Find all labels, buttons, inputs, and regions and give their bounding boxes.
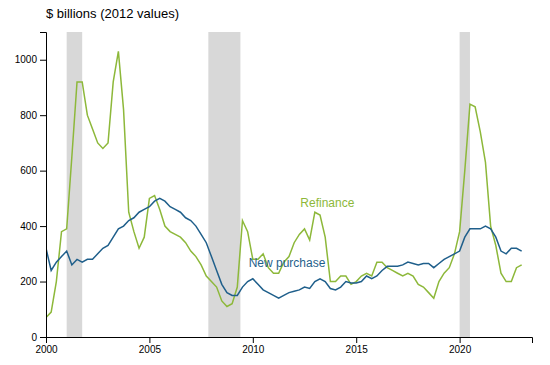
tick: 200	[20, 276, 46, 287]
tick-label: 800	[20, 110, 37, 121]
x-axis: 2000 2005 2010 2015 2020	[35, 337, 532, 355]
tick: 2010	[242, 337, 265, 355]
plot: 2000 2005 2010 2015 2020 0 200 400 600 800 1000 Ref…	[15, 32, 533, 355]
chart: 2000 2005 2010 2015 2020 0 200 400 600 800 1000 Ref…	[0, 0, 550, 365]
tick-mark	[40, 226, 46, 227]
tick-label: 2005	[139, 344, 162, 355]
tick-label: 1000	[15, 54, 38, 65]
tick-mark	[40, 337, 46, 338]
tick-label: 2015	[346, 344, 369, 355]
marks	[46, 32, 522, 337]
tick-mark	[40, 60, 46, 61]
line	[46, 198, 522, 298]
tick-label: 600	[20, 165, 37, 176]
tick-label: 0	[31, 332, 37, 343]
tick-mark	[460, 337, 461, 343]
tick-mark	[253, 337, 254, 343]
tick: 2000	[35, 337, 58, 355]
recession-band	[460, 32, 470, 337]
tick-mark	[40, 282, 46, 283]
tick-mark	[356, 337, 357, 343]
tick-label: 2000	[35, 344, 58, 355]
tick-label: 400	[20, 221, 37, 232]
tick-label: 2020	[449, 344, 472, 355]
annotation: Refinance	[300, 196, 354, 210]
axis-line	[47, 338, 533, 344]
tick: 2020	[449, 337, 472, 355]
tick-mark	[40, 115, 46, 116]
tick: 1000	[15, 54, 46, 65]
y-axis: 0 200 400 600 800 1000	[15, 33, 47, 343]
recession-band	[67, 32, 83, 337]
tick: 800	[20, 110, 46, 121]
tick: 2015	[346, 337, 369, 355]
title: $ billions (2012 values)	[46, 6, 179, 21]
annotation: New purchase	[249, 256, 326, 270]
tick: 2005	[139, 337, 162, 355]
tick-label: 200	[20, 276, 37, 287]
tick: 600	[20, 165, 46, 176]
tick-mark	[149, 337, 150, 343]
tick: 0	[31, 332, 46, 343]
tick-mark	[40, 171, 46, 172]
axis-line	[40, 33, 47, 338]
line	[46, 51, 522, 317]
tick-label: 2010	[242, 344, 265, 355]
tick: 400	[20, 221, 46, 232]
